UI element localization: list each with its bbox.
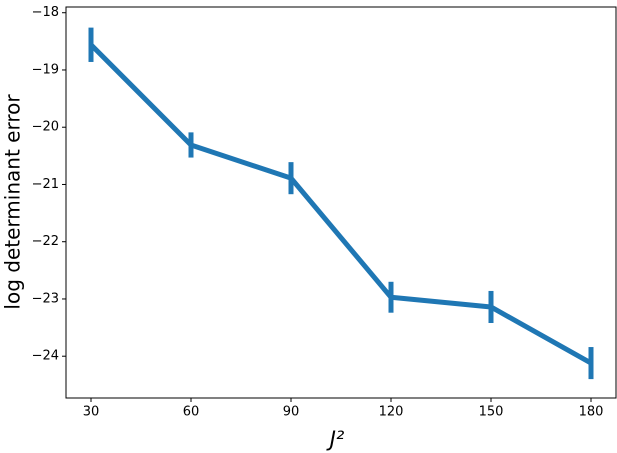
y-tick-label: −20 bbox=[32, 120, 59, 135]
y-tick-label: −19 bbox=[32, 62, 59, 77]
y-tick-label: −18 bbox=[32, 5, 59, 20]
x-axis-label: J² bbox=[326, 427, 345, 451]
x-tick-label: 30 bbox=[83, 405, 100, 420]
y-tick-label: −23 bbox=[32, 291, 59, 306]
y-tick-label: −24 bbox=[32, 349, 59, 364]
x-tick-label: 150 bbox=[479, 405, 504, 420]
y-axis-label: log determinant error bbox=[1, 94, 25, 310]
x-tick-label: 120 bbox=[379, 405, 404, 420]
series-line bbox=[89, 43, 593, 366]
axes-frame bbox=[65, 6, 617, 399]
x-tick-label: 60 bbox=[183, 405, 200, 420]
x-tick-label: 180 bbox=[579, 405, 604, 420]
y-tick-label: −21 bbox=[32, 177, 59, 192]
y-tick-label: −22 bbox=[32, 234, 59, 249]
x-tick-label: 90 bbox=[283, 405, 300, 420]
